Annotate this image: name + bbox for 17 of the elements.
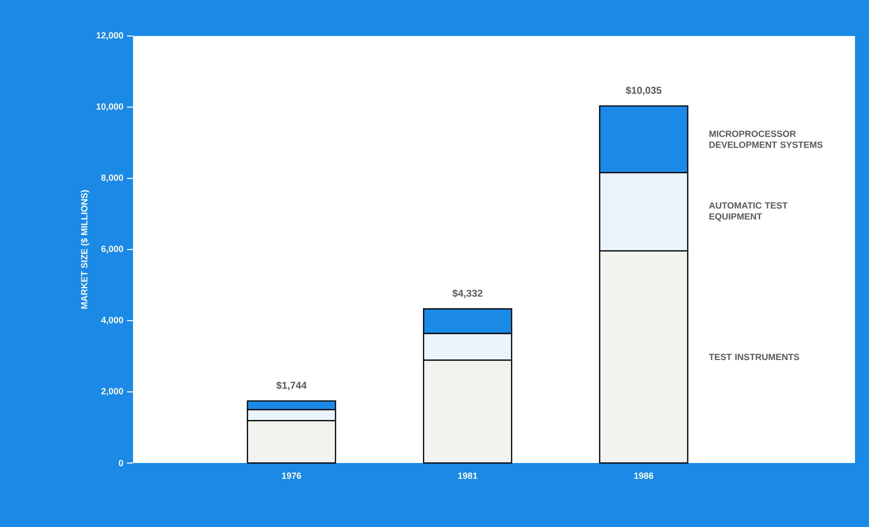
x-tick-label: 1976	[282, 472, 302, 479]
y-axis-title: MARKET SIZE ($ MILLIONS)	[80, 190, 90, 309]
text: TEST INSTRUMENTS	[708, 354, 800, 360]
y-tick-label: 6,000	[101, 246, 124, 254]
text: AUTOMATIC TEST EQUIPMENT	[709, 202, 788, 222]
x-tick-label: 1986	[634, 472, 654, 479]
y-tick-label: 2,000	[101, 388, 124, 396]
y-tick-label: 0	[118, 460, 124, 466]
total-label: $4,332	[452, 289, 482, 298]
y-tick-label: 8,000	[101, 174, 124, 182]
x-tick-label: 1981	[458, 472, 478, 479]
y-tick-label: 10,000	[96, 103, 124, 111]
total-label: $1,744	[276, 381, 307, 390]
y-tick-label: 12,000	[96, 32, 124, 40]
total-label: $10,035	[626, 86, 662, 96]
text: MICROPROCESSOR DEVELOPMENT SYSTEMS	[709, 130, 823, 148]
y-tick-label: 4,000	[101, 316, 124, 324]
